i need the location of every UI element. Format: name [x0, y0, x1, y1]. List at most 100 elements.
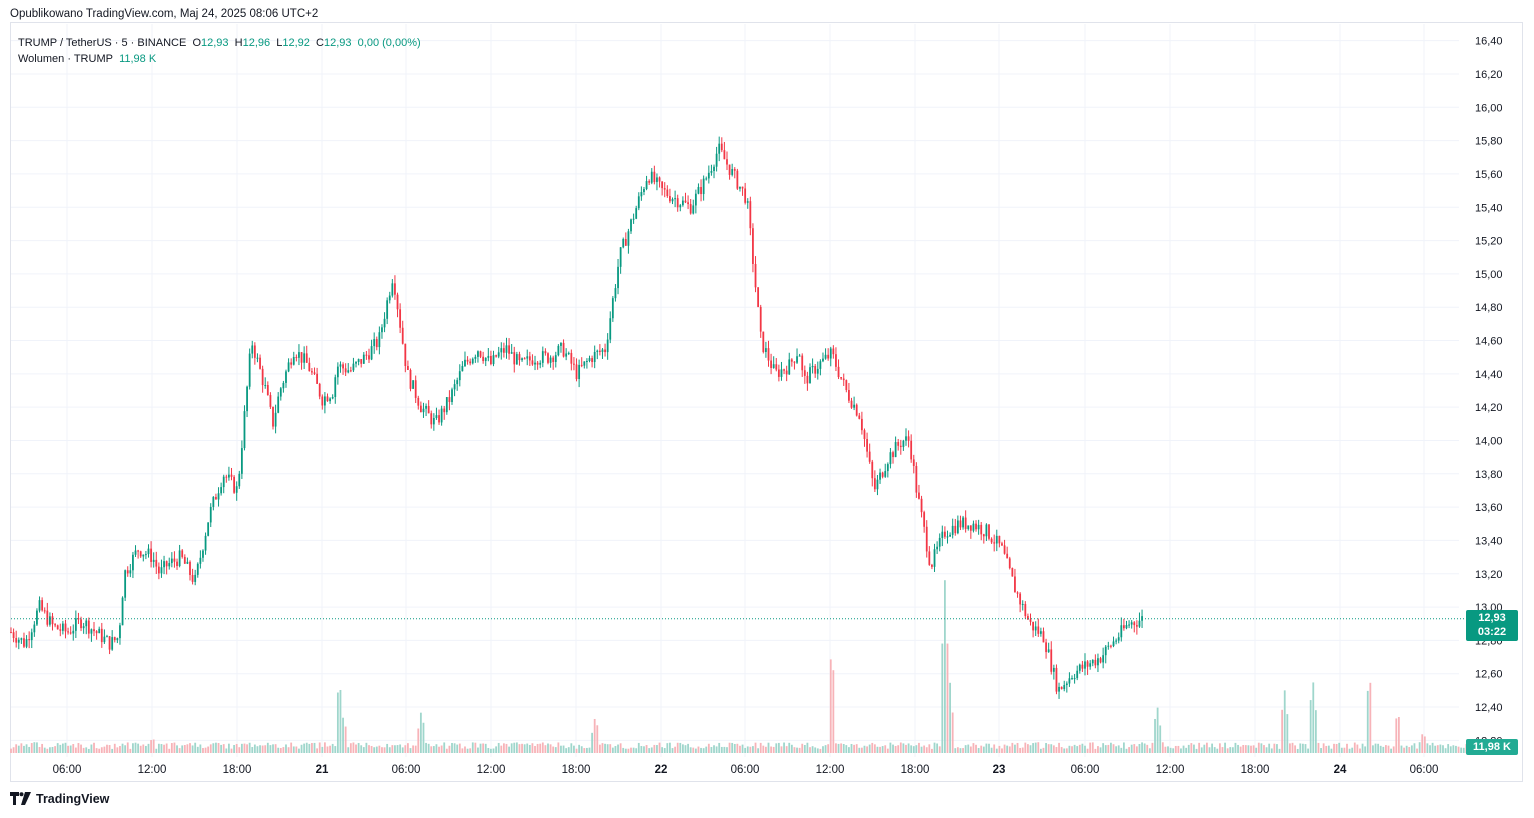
volume-bar	[1276, 744, 1278, 753]
candle-body	[51, 616, 54, 625]
candle-body	[798, 355, 801, 357]
candle-body	[388, 295, 391, 301]
candle-body	[637, 196, 640, 209]
candle-body	[617, 266, 619, 289]
volume-bar	[497, 742, 500, 753]
volume-bar	[77, 743, 80, 753]
volume-bar	[98, 748, 101, 753]
volume-bar	[775, 743, 778, 753]
volume-bar	[816, 748, 819, 753]
volume-bar	[1185, 747, 1188, 753]
volume-bar	[1296, 748, 1299, 753]
volume-bar	[547, 743, 549, 753]
candle-body	[855, 404, 858, 416]
candle-body	[394, 283, 396, 295]
volume-bar	[1076, 746, 1079, 753]
candle-body	[165, 561, 168, 567]
volume-bar	[881, 746, 884, 753]
volume-bar	[355, 744, 357, 753]
candle-body	[547, 353, 549, 363]
volume-bar	[596, 725, 599, 753]
volume-bar	[977, 748, 980, 753]
candle-body	[212, 496, 215, 507]
candle-body	[186, 561, 189, 564]
volume-bar	[251, 747, 254, 753]
volume-bar	[544, 745, 547, 753]
volume-bar	[253, 744, 256, 753]
volume-bar	[1174, 745, 1177, 753]
candle-body	[381, 327, 383, 333]
candle-body	[375, 339, 378, 348]
volume-bar	[233, 745, 235, 753]
x-tick-label: 12:00	[816, 764, 845, 776]
candle-body	[313, 372, 316, 374]
candle-body	[253, 345, 256, 358]
volume-bar	[1234, 742, 1237, 753]
candle-body	[41, 600, 44, 611]
volume-bar	[1436, 745, 1439, 753]
volume-bar	[1208, 747, 1211, 753]
volume-bar	[142, 744, 145, 753]
volume-bar	[1263, 745, 1265, 753]
volume-bar	[1429, 745, 1431, 753]
volume-bar	[272, 744, 274, 753]
legend-price-row: TRUMP / TetherUS · 5 · BINANCE O12,93 H1…	[18, 35, 421, 51]
candle-body	[601, 349, 604, 352]
volume-bar	[1187, 744, 1190, 753]
volume-bar	[266, 742, 269, 753]
volume-bar	[593, 718, 596, 753]
candle-body	[1027, 616, 1029, 620]
candle-body	[103, 636, 106, 643]
volume-bar	[492, 748, 495, 753]
candle-body	[85, 620, 88, 627]
candle-body	[674, 198, 677, 200]
volume-bar	[1221, 747, 1224, 753]
candle-body	[793, 361, 796, 363]
volume-bar	[399, 744, 402, 753]
candle-body	[137, 550, 140, 552]
volume-bar	[915, 745, 918, 753]
volume-bar	[567, 747, 570, 753]
volume-bar	[173, 742, 176, 753]
volume-bar	[1247, 745, 1250, 753]
volume-bar	[1029, 745, 1032, 753]
volume-bar	[591, 732, 593, 753]
x-tick-label: 22	[655, 764, 668, 776]
candle-body	[578, 364, 581, 380]
candle-body	[477, 351, 479, 357]
volume-bar	[144, 745, 147, 753]
candle-body	[1122, 625, 1125, 629]
candle-body	[355, 361, 357, 364]
volume-bar	[627, 748, 630, 753]
volume-bar	[1369, 682, 1372, 753]
volume-bar	[1016, 742, 1019, 753]
volume-bar	[170, 743, 173, 753]
volume-bar	[134, 742, 137, 753]
volume-bar	[259, 745, 261, 753]
volume-bar	[630, 747, 632, 753]
candle-body	[715, 153, 718, 167]
candle-body	[518, 354, 521, 361]
volume-bar	[300, 744, 303, 753]
volume-bar	[1073, 744, 1076, 753]
volume-bar	[165, 743, 168, 753]
volume-bar	[936, 743, 939, 753]
volume-bar	[920, 746, 923, 753]
candle-body	[90, 629, 93, 634]
candle-body	[728, 164, 731, 175]
candle-body	[1138, 620, 1141, 627]
chart-frame[interactable]	[10, 22, 1523, 782]
candle-body	[827, 354, 830, 359]
volume-bar	[578, 744, 581, 753]
candle-body	[28, 639, 31, 641]
candle-body	[811, 366, 814, 368]
candle-body	[759, 306, 762, 332]
candle-body	[899, 445, 902, 448]
volume-bar	[419, 712, 422, 753]
volume-bar	[811, 746, 814, 753]
volume-bar	[303, 743, 306, 753]
x-tick-label: 12:00	[138, 764, 167, 776]
volume-bar	[798, 747, 801, 753]
tradingview-logo[interactable]: TradingView	[10, 792, 109, 806]
